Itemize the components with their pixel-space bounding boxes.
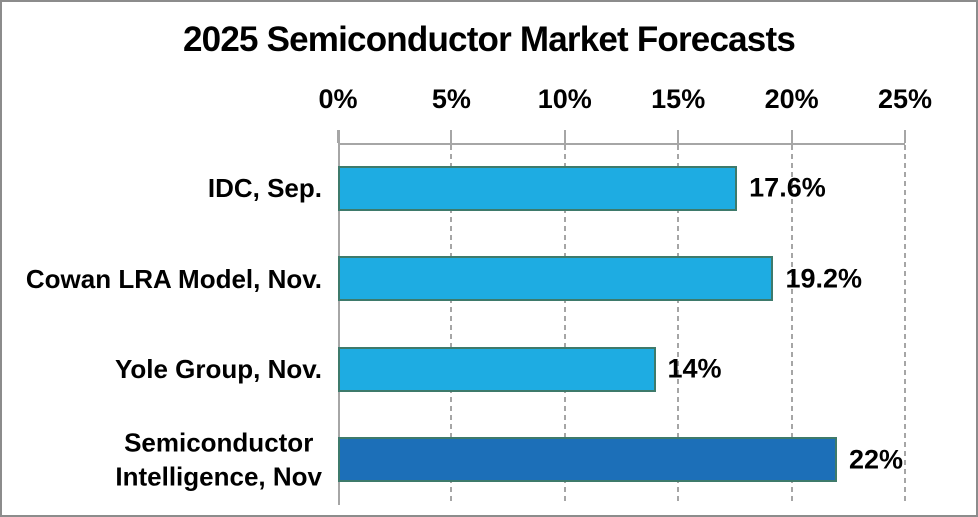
category-label-semiconductor-intelligence-nov: Semiconductor Intelligence, Nov (2, 425, 322, 494)
category-axis-line (338, 130, 340, 505)
x-tick-label-25: 25% (877, 84, 933, 114)
gridline-10 (563, 145, 566, 505)
value-label-semiconductor-intelligence-nov: 22% (848, 444, 903, 475)
bar-cowan-lra-model-nov (338, 256, 774, 302)
category-label-yole-group-nov: Yole Group, Nov. (2, 352, 322, 386)
x-tick-label-10: 10% (537, 84, 592, 114)
x-tick-mark (677, 130, 680, 143)
x-tick-label-5: 5% (431, 84, 471, 114)
category-label-text: IDC, Sep. (207, 173, 322, 204)
category-label-text: Semiconductor Intelligence, Nov (115, 427, 322, 492)
x-tick-label-15: 15% (651, 84, 706, 114)
value-label-yole-group-nov: 14% (667, 353, 722, 384)
value-label-idc-sep: 17.6% (749, 172, 826, 203)
gridline-5 (450, 145, 453, 505)
chart-title: 2025 Semiconductor Market Forecasts (183, 20, 796, 59)
category-label-cowan-lra-model-nov: Cowan LRA Model, Nov. (2, 262, 322, 296)
x-tick-mark (790, 130, 793, 143)
gridline-15 (677, 145, 680, 505)
x-tick-mark (904, 130, 906, 143)
bar-semiconductor-intelligence-nov (338, 437, 837, 483)
x-tick-mark (450, 130, 453, 143)
x-tick-label-0: 0% (318, 84, 358, 114)
category-label-text: Yole Group, Nov. (114, 354, 322, 385)
x-tick-mark (337, 130, 339, 143)
x-tick-mark (563, 130, 566, 143)
category-label-text: Cowan LRA Model, Nov. (25, 263, 322, 294)
gridline-25 (904, 145, 906, 505)
x-axis-line (338, 143, 905, 145)
bar-idc-sep (338, 165, 738, 211)
x-tick-label-20: 20% (764, 84, 819, 114)
category-label-idc-sep: IDC, Sep. (2, 171, 322, 205)
gridline-20 (790, 145, 793, 505)
value-label-cowan-lra-model-nov: 19.2% (785, 263, 863, 294)
bar-yole-group-nov (338, 346, 656, 392)
